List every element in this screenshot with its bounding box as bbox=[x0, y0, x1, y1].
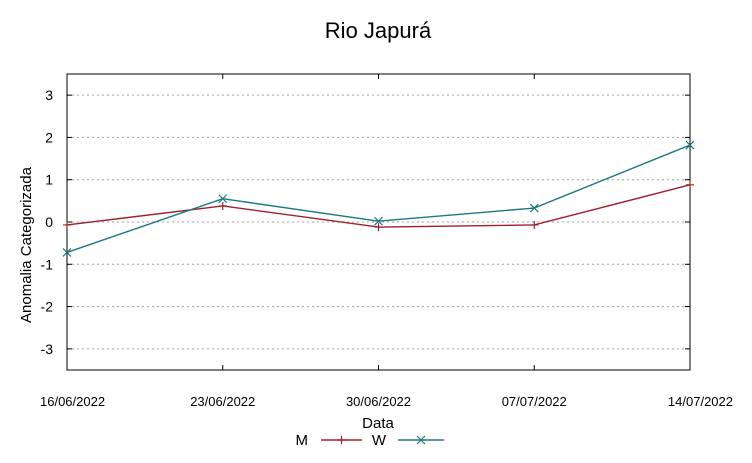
x-tick-label: 16/06/2022 bbox=[40, 394, 105, 409]
chart-title: Rio Japurá bbox=[325, 18, 432, 43]
data-point-marker bbox=[63, 220, 71, 229]
legend-entry-w: W bbox=[372, 432, 444, 449]
y-tick-label: 2 bbox=[45, 129, 53, 145]
data-point-marker bbox=[416, 435, 426, 445]
y-axis-label: Anomalia Categorizada bbox=[18, 166, 35, 323]
series-w bbox=[62, 140, 695, 257]
data-point-marker bbox=[218, 201, 227, 210]
data-point-marker bbox=[529, 203, 539, 213]
y-axis-ticks: -3 -2 -1 0 1 2 3 bbox=[41, 87, 690, 357]
x-tick-label: 07/07/2022 bbox=[502, 394, 567, 409]
y-tick-label: -1 bbox=[41, 256, 54, 272]
series-m bbox=[63, 180, 694, 232]
legend-label: W bbox=[372, 432, 387, 449]
data-point-marker bbox=[374, 216, 383, 226]
data-point-marker bbox=[686, 180, 694, 189]
series bbox=[62, 140, 695, 257]
legend-label: M bbox=[296, 432, 309, 449]
x-axis-ticks: 16/06/2022 23/06/2022 30/06/2022 07/07/2022… bbox=[40, 74, 733, 409]
data-point-marker bbox=[530, 220, 539, 229]
data-point-marker bbox=[685, 140, 695, 150]
y-tick-label: -3 bbox=[41, 341, 54, 357]
x-tick-label: 14/07/2022 bbox=[668, 394, 733, 409]
x-tick-label: 23/06/2022 bbox=[190, 394, 255, 409]
y-tick-label: 1 bbox=[45, 172, 53, 188]
x-tick-label: 30/06/2022 bbox=[346, 394, 411, 409]
data-point-marker bbox=[374, 223, 383, 232]
data-point-marker bbox=[62, 248, 72, 257]
x-axis-label: Data bbox=[362, 415, 394, 432]
y-tick-label: 3 bbox=[45, 87, 53, 103]
data-point-marker bbox=[218, 194, 228, 204]
y-tick-label: 0 bbox=[45, 214, 53, 230]
y-tick-label: -2 bbox=[41, 299, 54, 315]
series-line bbox=[66, 144, 691, 254]
legend-entry-m: M bbox=[296, 432, 362, 449]
data-point-marker bbox=[337, 436, 346, 444]
